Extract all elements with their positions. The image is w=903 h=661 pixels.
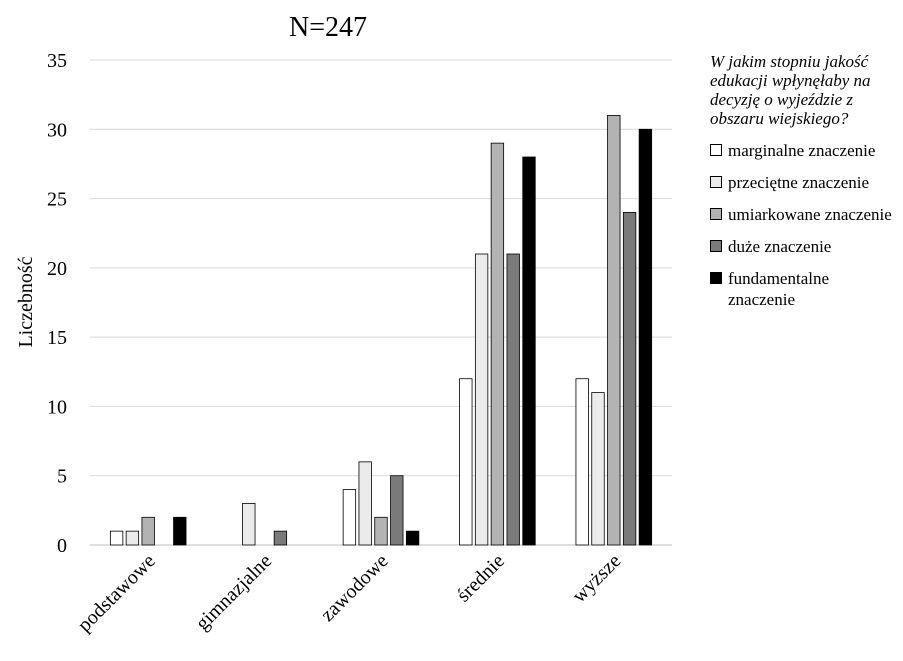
bar (405, 530, 420, 546)
x-tick-label: wyższe (568, 550, 625, 607)
x-tick-label: średnie (453, 550, 509, 606)
y-tick-label: 30 (47, 119, 67, 141)
x-tick-labels: podstawowe gimnazjalne zawodowe średnie wyżs… (73, 550, 625, 636)
y-tick-labels: 0 5 10 15 20 25 30 35 (47, 50, 67, 557)
bar (358, 461, 372, 546)
legend-item: duże znaczenie (710, 236, 900, 257)
y-tick-label: 25 (47, 189, 67, 211)
bar (109, 530, 124, 546)
y-axis-label: Liczebność (15, 256, 37, 347)
legend-item: przeciętne znaczenie (710, 172, 900, 193)
legend-swatch (710, 240, 722, 252)
legend-label: marginalne znaczenie (728, 141, 876, 160)
legend-swatch (710, 144, 722, 156)
bar (141, 516, 155, 546)
y-tick-label: 5 (57, 466, 67, 488)
legend-title: W jakim stopniu jakość edukacji wpłynęła… (710, 52, 871, 128)
chart-title: N=247 (289, 12, 367, 43)
bar (575, 378, 589, 546)
y-tick-label: 10 (47, 396, 67, 418)
bars (109, 115, 653, 546)
legend-items: marginalne znaczenie przeciętne znaczenie… (710, 140, 900, 310)
bar (459, 378, 473, 546)
legend-label: duże znaczenie (728, 237, 832, 256)
bar (607, 115, 621, 546)
gridlines (90, 59, 672, 546)
legend-swatch (710, 272, 722, 284)
bar (390, 475, 404, 546)
legend-swatch (710, 208, 722, 220)
legend-label: fundamentalne znaczenie (728, 269, 830, 309)
y-tick-label: 35 (47, 50, 67, 72)
bar (342, 489, 357, 546)
y-tick-label: 20 (47, 258, 67, 280)
x-tick-label: zawodowe (316, 550, 392, 626)
bar (273, 530, 288, 546)
bar (125, 530, 140, 546)
bar (173, 516, 187, 546)
bar (474, 253, 489, 546)
legend-item: marginalne znaczenie (710, 140, 900, 161)
bar (522, 156, 536, 546)
legend: W jakim stopniu jakość edukacji wpłynęła… (710, 52, 900, 321)
bar (506, 253, 520, 546)
y-tick-label: 15 (47, 327, 67, 349)
legend-item: umiarkowane znaczenie (710, 204, 900, 225)
x-tick-label: gimnazjalne (191, 550, 276, 635)
x-tick-label: podstawowe (73, 550, 159, 636)
bar (591, 392, 605, 546)
bar (374, 516, 388, 546)
bar (622, 212, 637, 546)
legend-item: fundamentalne znaczenie (710, 268, 900, 310)
legend-label: przeciętne znaczenie (728, 173, 870, 192)
legend-swatch (710, 176, 722, 188)
bar (638, 128, 653, 546)
legend-label: umiarkowane znaczenie (728, 205, 892, 224)
bar (490, 142, 505, 546)
y-tick-label: 0 (57, 535, 67, 557)
bar (242, 503, 256, 546)
